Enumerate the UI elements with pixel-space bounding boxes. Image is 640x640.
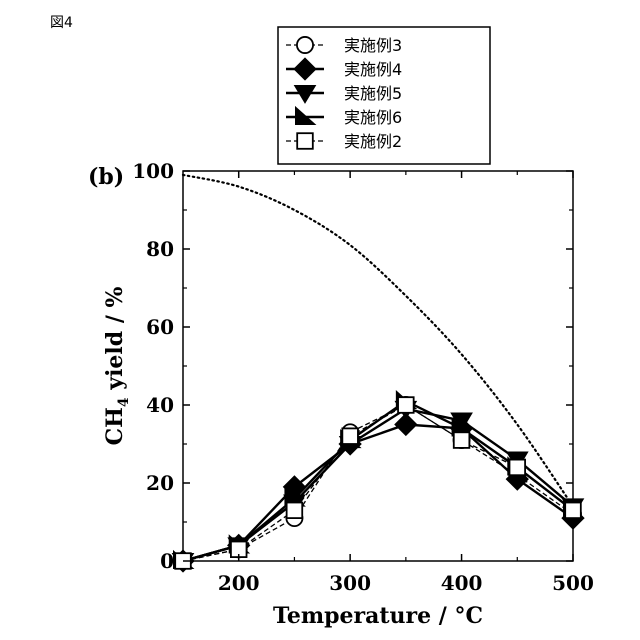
y-tick-label: 40 — [146, 393, 174, 417]
legend-items: 実施例3 実施例4 実施例5 実施例6 実施例2 — [286, 36, 402, 151]
legend-item: 実施例5 — [286, 84, 402, 103]
data-point — [454, 432, 470, 448]
x-axis-title: Temperature / °C — [273, 603, 483, 629]
y-tick-label: 0 — [160, 549, 174, 573]
y-tick-label: 60 — [146, 315, 174, 339]
data-point — [342, 428, 358, 444]
data-point — [287, 503, 303, 519]
axis-layer: 200 300 400 500 0 20 40 60 80 100 — [132, 159, 594, 595]
data-point — [565, 503, 581, 519]
legend-marker — [297, 37, 313, 53]
legend-item: 実施例2 — [286, 132, 402, 151]
data-point — [509, 460, 525, 476]
y-tick-label: 100 — [132, 159, 174, 183]
x-tick-label: 200 — [218, 571, 260, 595]
y-axis-title-rest: yield / % — [102, 286, 128, 397]
legend-item: 実施例3 — [286, 36, 402, 55]
plot-area — [183, 171, 573, 561]
y-tick-label: 20 — [146, 471, 174, 495]
legend-label: 実施例5 — [344, 84, 402, 103]
legend-label: 実施例4 — [344, 60, 402, 79]
legend: 実施例3 実施例4 実施例5 実施例6 実施例2 — [278, 27, 490, 164]
legend-label: 実施例2 — [344, 132, 402, 151]
plot-frame — [183, 171, 573, 561]
legend-label: 実施例3 — [344, 36, 402, 55]
chart: 200 300 400 500 0 20 40 60 80 100 (b) Temperature… — [0, 0, 640, 640]
panel-label: (b) — [88, 164, 124, 190]
series-layer — [173, 392, 584, 571]
x-tick-label: 500 — [552, 571, 594, 595]
legend-marker — [297, 133, 313, 149]
x-tick-label: 400 — [441, 571, 483, 595]
y-axis-title: CH4 yield / % — [102, 286, 132, 445]
y-axis-title-subscript: 4 — [116, 397, 132, 407]
legend-label: 実施例6 — [344, 108, 402, 127]
legend-item: 実施例4 — [286, 59, 402, 80]
data-point — [398, 397, 414, 413]
y-axis-title-main: CH — [102, 407, 128, 445]
y-tick-label: 80 — [146, 237, 174, 261]
x-tick-label: 300 — [329, 571, 371, 595]
